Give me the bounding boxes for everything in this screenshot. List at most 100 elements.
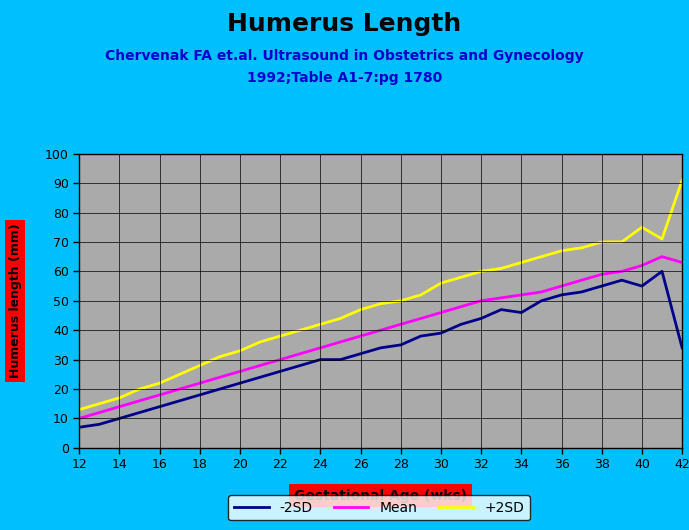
Mean: [256, 363, 264, 369]
-2SD: [196, 392, 204, 398]
-2SD: [617, 277, 626, 284]
+2SD: [477, 268, 485, 275]
Mean: [156, 392, 164, 398]
-2SD: [437, 330, 445, 337]
-2SD: [176, 398, 184, 404]
Mean: [276, 356, 285, 363]
+2SD: [597, 238, 606, 245]
-2SD: [336, 356, 344, 363]
Mean: [95, 409, 103, 416]
+2SD: [95, 401, 103, 407]
+2SD: [196, 363, 204, 369]
Mean: [196, 380, 204, 386]
+2SD: [437, 280, 445, 286]
+2SD: [216, 354, 224, 360]
+2SD: [537, 253, 546, 260]
Mean: [417, 315, 425, 322]
Mean: [75, 416, 83, 422]
-2SD: [397, 342, 405, 348]
+2SD: [156, 380, 164, 386]
-2SD: [678, 344, 686, 351]
Mean: [557, 283, 566, 289]
+2SD: [336, 315, 344, 322]
-2SD: [517, 310, 526, 316]
+2SD: [115, 395, 123, 401]
-2SD: [457, 321, 465, 328]
+2SD: [176, 371, 184, 377]
-2SD: [376, 344, 384, 351]
Mean: [135, 398, 143, 404]
Mean: [316, 344, 325, 351]
Mean: [356, 333, 364, 339]
Text: Gestational Age (wks): Gestational Age (wks): [294, 489, 467, 502]
+2SD: [417, 292, 425, 298]
-2SD: [577, 289, 586, 295]
-2SD: [135, 409, 143, 416]
Mean: [376, 327, 384, 333]
Mean: [176, 386, 184, 392]
+2SD: [497, 265, 505, 271]
-2SD: [216, 386, 224, 392]
Text: Humerus length (mm): Humerus length (mm): [9, 224, 21, 378]
-2SD: [638, 283, 646, 289]
Mean: [678, 259, 686, 266]
+2SD: [557, 248, 566, 254]
+2SD: [356, 306, 364, 313]
Mean: [336, 339, 344, 345]
Line: Mean: Mean: [79, 257, 682, 419]
Text: Humerus Length: Humerus Length: [227, 12, 462, 36]
+2SD: [577, 245, 586, 251]
+2SD: [135, 386, 143, 392]
Mean: [216, 374, 224, 381]
Mean: [457, 304, 465, 310]
-2SD: [537, 297, 546, 304]
Mean: [397, 321, 405, 328]
-2SD: [296, 363, 305, 369]
+2SD: [75, 407, 83, 413]
+2SD: [276, 333, 285, 339]
-2SD: [497, 306, 505, 313]
Mean: [537, 289, 546, 295]
Mean: [658, 253, 666, 260]
Text: 1992;Table A1-7:pg 1780: 1992;Table A1-7:pg 1780: [247, 71, 442, 85]
-2SD: [95, 421, 103, 428]
-2SD: [356, 350, 364, 357]
+2SD: [658, 236, 666, 242]
-2SD: [316, 356, 325, 363]
-2SD: [276, 368, 285, 375]
-2SD: [75, 424, 83, 430]
Mean: [597, 271, 606, 278]
Mean: [497, 295, 505, 301]
+2SD: [296, 327, 305, 333]
+2SD: [617, 238, 626, 245]
+2SD: [256, 339, 264, 345]
-2SD: [115, 416, 123, 422]
+2SD: [517, 259, 526, 266]
+2SD: [397, 297, 405, 304]
Legend: -2SD, Mean, +2SD: -2SD, Mean, +2SD: [228, 496, 530, 520]
-2SD: [597, 283, 606, 289]
+2SD: [457, 274, 465, 280]
-2SD: [156, 403, 164, 410]
-2SD: [557, 292, 566, 298]
Mean: [437, 310, 445, 316]
Mean: [638, 262, 646, 269]
+2SD: [376, 301, 384, 307]
Line: -2SD: -2SD: [79, 271, 682, 427]
-2SD: [236, 380, 244, 386]
-2SD: [658, 268, 666, 275]
+2SD: [638, 224, 646, 231]
+2SD: [316, 321, 325, 328]
Text: Chervenak FA et.al. Ultrasound in Obstetrics and Gynecology: Chervenak FA et.al. Ultrasound in Obstet…: [105, 49, 584, 63]
+2SD: [678, 177, 686, 183]
-2SD: [417, 333, 425, 339]
Mean: [115, 403, 123, 410]
Mean: [236, 368, 244, 375]
-2SD: [477, 315, 485, 322]
Mean: [517, 292, 526, 298]
-2SD: [256, 374, 264, 381]
Mean: [477, 297, 485, 304]
Mean: [617, 268, 626, 275]
Line: +2SD: +2SD: [79, 180, 682, 410]
+2SD: [236, 348, 244, 354]
